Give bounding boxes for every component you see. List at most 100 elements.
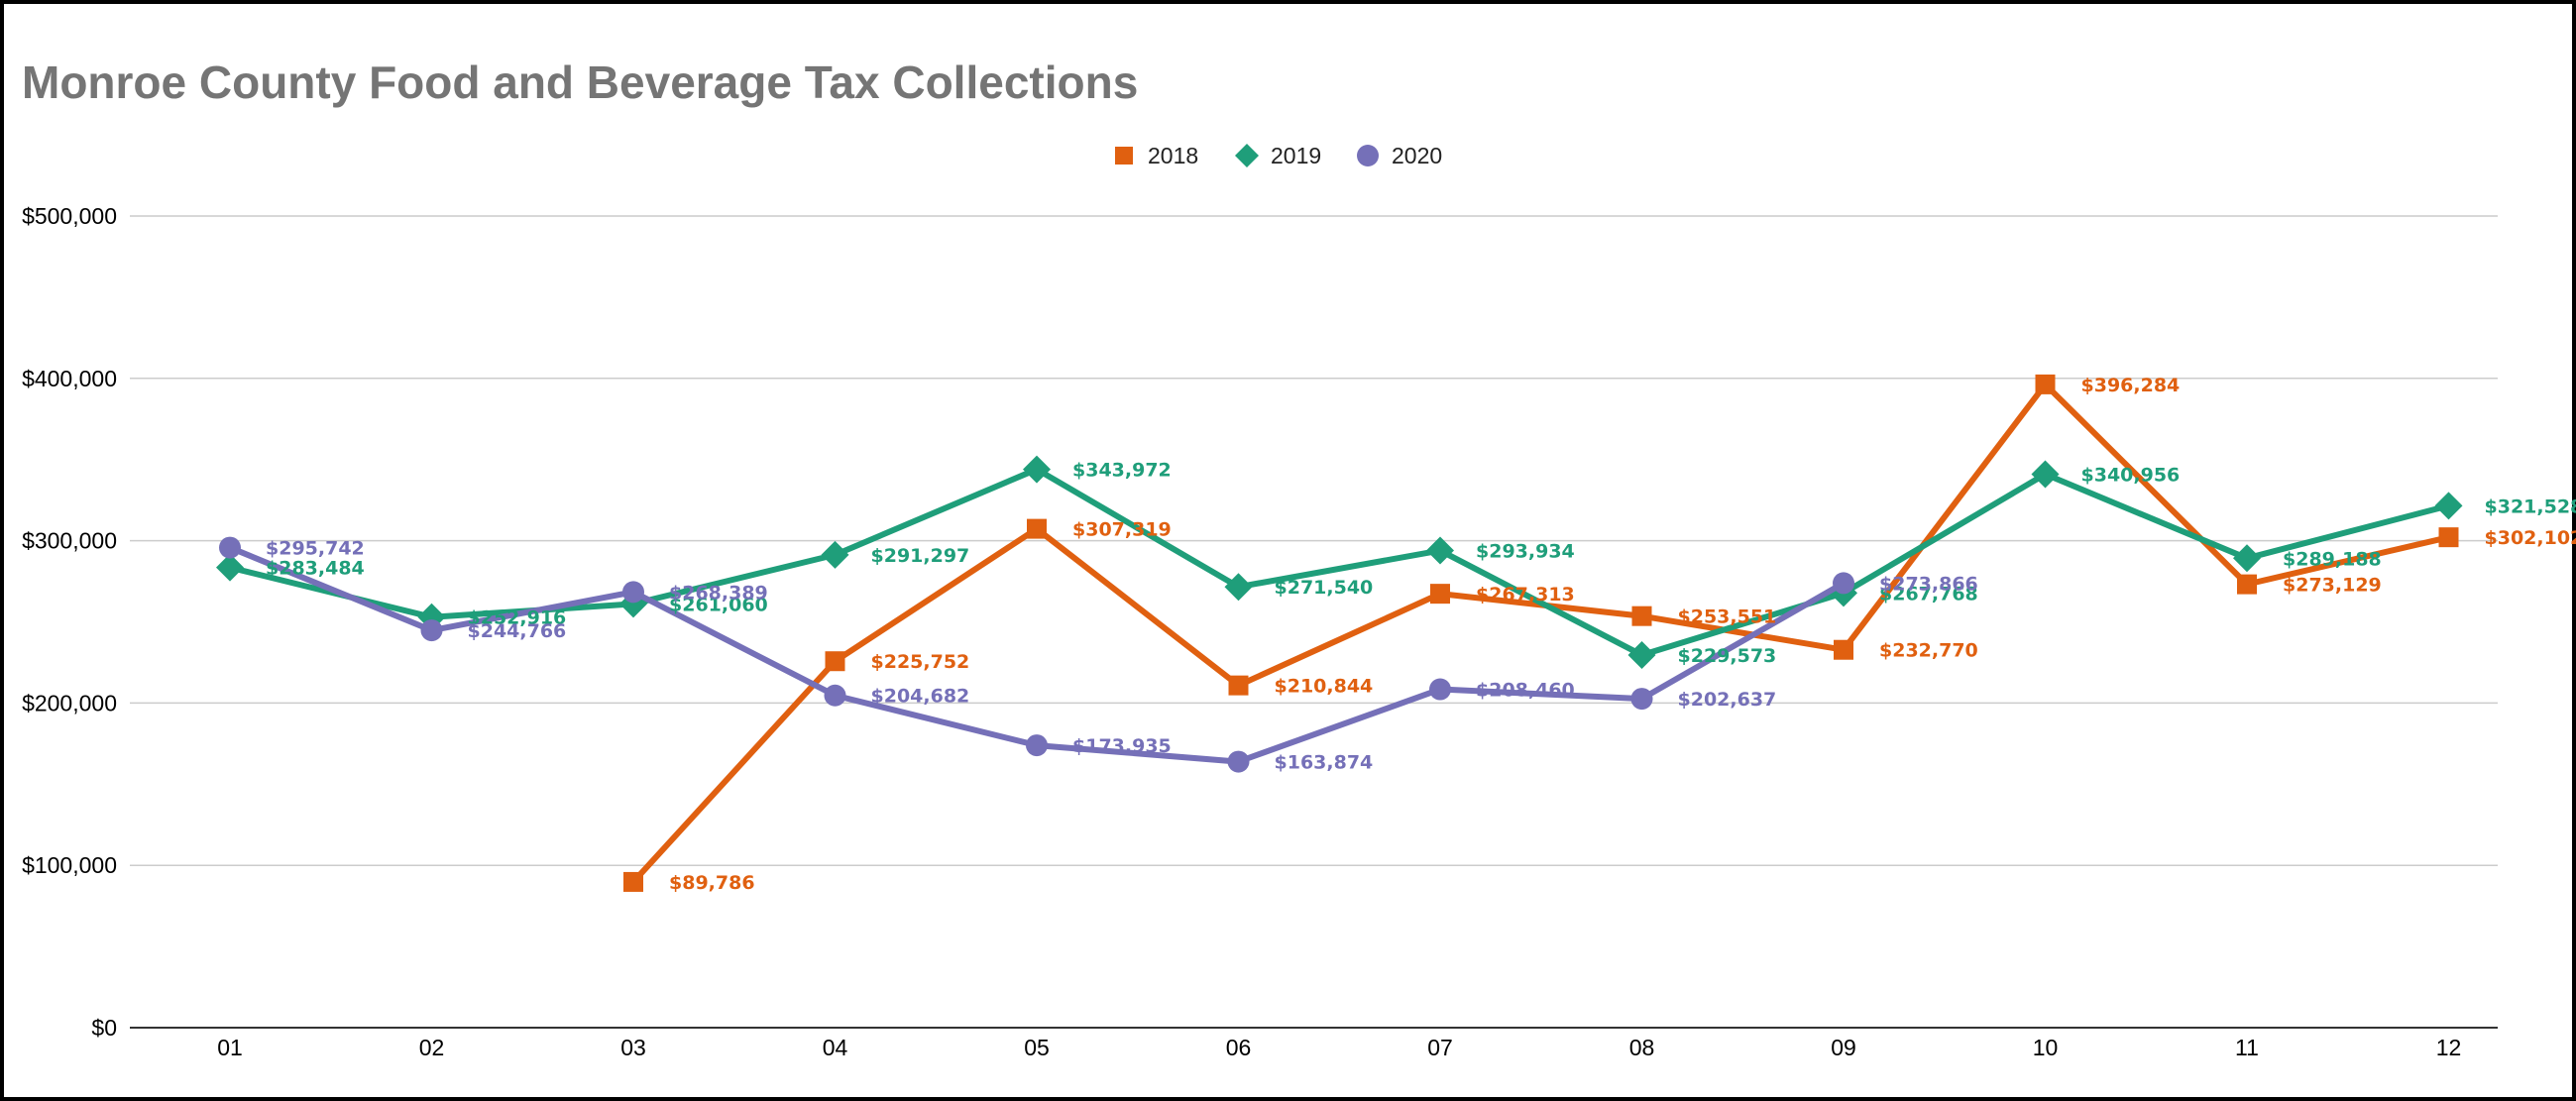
data-point-2018: [1430, 584, 1450, 605]
data-point-2018: [1027, 518, 1047, 539]
x-tick-label: 03: [620, 1035, 646, 1060]
series-2019: [216, 455, 2463, 669]
data-point-2020: [219, 536, 241, 559]
data-point-2020: [1833, 572, 1854, 595]
legend-label: 2018: [1148, 143, 1198, 168]
y-tick-label: $100,000: [22, 852, 117, 878]
x-tick-label: 11: [2235, 1035, 2259, 1060]
legend-label: 2019: [1271, 143, 1321, 168]
data-label-2018: $225,752: [871, 651, 970, 673]
legend-item-2018: 2018: [1115, 143, 1198, 168]
x-tick-label: 10: [2033, 1035, 2059, 1060]
data-label-2018: $89,786: [669, 872, 755, 894]
data-point-2019: [1224, 573, 1253, 602]
x-tick-label: 01: [217, 1035, 243, 1060]
legend-marker: [1357, 145, 1379, 166]
legend-marker: [1235, 144, 1259, 167]
data-label-2019: $289,188: [2283, 548, 2382, 570]
data-label-2018: $267,313: [1476, 584, 1575, 606]
data-point-2020: [1429, 678, 1451, 701]
data-point-2020: [622, 581, 644, 604]
data-label-2018: $302,102: [2485, 527, 2576, 549]
data-point-2020: [420, 619, 443, 642]
data-point-2019: [821, 540, 849, 569]
data-label-2019: $267,768: [1879, 583, 1978, 605]
data-label-2019: $293,934: [1476, 541, 1575, 563]
y-tick-label: $200,000: [22, 690, 117, 716]
data-point-2018: [2035, 374, 2056, 394]
data-point-2019: [1426, 536, 1454, 565]
data-point-2020: [1630, 688, 1653, 711]
data-label-2020: $202,637: [1678, 689, 1777, 711]
y-tick-label: $300,000: [22, 528, 117, 554]
data-point-2019: [2233, 544, 2261, 573]
data-point-2019: [2434, 492, 2463, 520]
data-label-2020: $173,935: [1072, 735, 1172, 757]
data-point-2018: [2438, 527, 2459, 548]
x-tick-label: 09: [1831, 1035, 1856, 1060]
data-label-2019: $283,484: [266, 558, 365, 580]
series-2018: [623, 374, 2459, 892]
series-line-2019: [227, 466, 2452, 658]
data-point-2020: [1227, 750, 1250, 773]
data-point-2019: [1023, 455, 1051, 484]
legend-item-2020: 2020: [1357, 143, 1442, 168]
x-tick-label: 07: [1427, 1035, 1453, 1060]
data-label-2019: $343,972: [1072, 460, 1172, 482]
data-point-2018: [825, 651, 845, 672]
data-label-2018: $307,319: [1072, 519, 1172, 541]
axes: $0 $100,000 $200,000 $300,000 $400,000 $500,0…: [22, 203, 2498, 1060]
data-point-2019: [2031, 460, 2060, 489]
x-tick-label: 05: [1024, 1035, 1050, 1060]
data-label-2020: $268,389: [669, 582, 768, 604]
data-label-2018: $210,844: [1275, 676, 1374, 698]
data-label-2020: $273,866: [1879, 573, 1978, 595]
data-point-2018: [1228, 675, 1249, 696]
x-tick-label: 08: [1629, 1035, 1655, 1060]
data-label-2018: $396,284: [2081, 375, 2181, 396]
data-label-2019: $340,956: [2081, 465, 2181, 487]
data-label-2018: $273,129: [2283, 575, 2382, 597]
data-label-2020: $204,682: [871, 686, 970, 708]
data-label-2018: $232,770: [1879, 640, 1978, 662]
data-label-2020: $163,874: [1275, 752, 1374, 774]
data-label-2020: $295,742: [266, 538, 365, 560]
chart-title: Monroe County Food and Beverage Tax Coll…: [22, 56, 1139, 108]
data-label-2019: $261,060: [669, 594, 768, 615]
data-label-2019: $271,540: [1275, 577, 1374, 599]
series-layer: [216, 374, 2463, 892]
legend-item-2019: 2019: [1235, 143, 1321, 168]
series-line-2020: [227, 544, 1847, 765]
legend-marker: [1115, 147, 1133, 165]
data-label-2018: $253,551: [1678, 606, 1777, 628]
x-tick-label: 12: [2436, 1035, 2462, 1060]
data-point-2019: [1627, 640, 1656, 669]
data-point-2020: [824, 684, 846, 707]
data-label-2019: $291,297: [871, 545, 970, 567]
x-tick-label: 02: [419, 1035, 445, 1060]
legend-label: 2020: [1392, 143, 1442, 168]
legend: 2018 2019 2020: [1115, 143, 1442, 168]
series-2020: [219, 536, 1854, 773]
data-label-2019: $252,916: [468, 607, 567, 629]
data-point-2018: [623, 871, 643, 892]
data-point-2018: [1834, 639, 1853, 660]
y-tick-label: $400,000: [22, 366, 117, 391]
y-tick-label: $0: [91, 1015, 117, 1041]
x-tick-label: 06: [1226, 1035, 1252, 1060]
x-tick-label: 04: [823, 1035, 848, 1060]
data-label-2020: $244,766: [468, 620, 567, 642]
series-line-2018: [630, 381, 2452, 885]
data-point-2020: [1026, 734, 1048, 757]
y-tick-label: $500,000: [22, 203, 117, 229]
data-label-2019: $321,528: [2485, 495, 2576, 517]
data-point-2018: [2237, 574, 2257, 595]
data-label-2019: $229,573: [1678, 645, 1777, 667]
data-point-2018: [1631, 606, 1652, 626]
gridlines: [130, 215, 2498, 866]
data-label-2020: $208,460: [1476, 680, 1575, 702]
data-point-2019: [216, 553, 244, 582]
data-labels: $89,786 $225,752 $307,319 $210,844 $267,313 $…: [266, 375, 2576, 894]
